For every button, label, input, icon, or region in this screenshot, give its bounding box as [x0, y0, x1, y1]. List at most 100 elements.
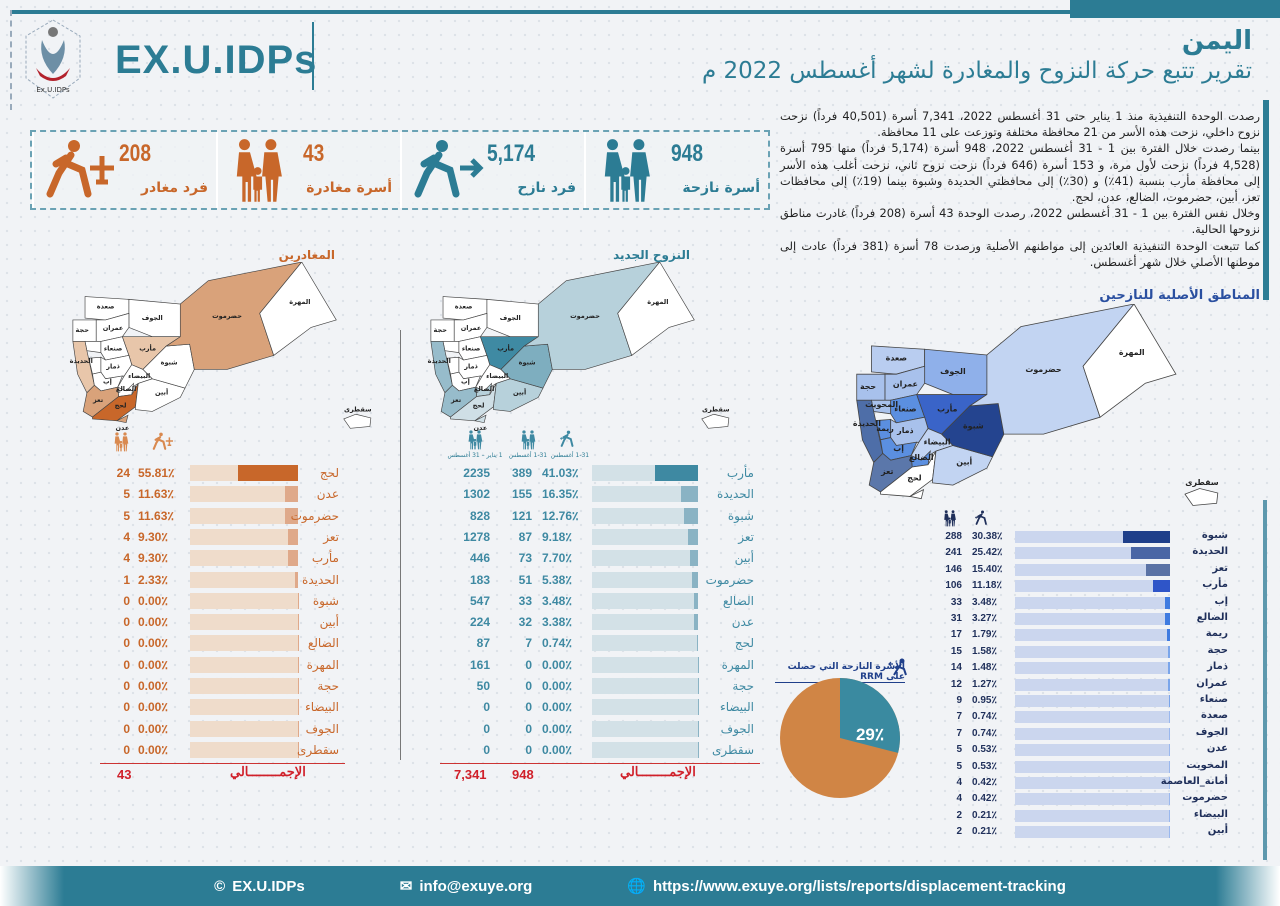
map-label: عدن [115, 424, 129, 432]
count: 288 [945, 531, 962, 542]
table-row: 4 9.30٪ تعز [100, 528, 345, 546]
governorate-name: عدن [1206, 743, 1228, 755]
bar-track [592, 550, 698, 567]
website-link[interactable]: https://www.exuye.org/lists/reports/disp… [652, 877, 1066, 895]
page-subtitle: تقرير تتبع حركة النزوح والمغادرة لشهر أغ… [701, 58, 1252, 84]
person-leaving-icon [975, 510, 988, 525]
bar-fill [237, 465, 298, 481]
table-row: 288 30.38٪ شبوة [940, 530, 1232, 545]
governorate-name: تعز [323, 529, 339, 544]
governorate-name: إب [1214, 595, 1228, 607]
region-mahrah [259, 262, 337, 356]
map-label: البيضاء [128, 372, 150, 380]
map-label: شبوة [161, 359, 178, 367]
table-row: 4 0.42٪ أمانة_العاصمة [940, 776, 1232, 791]
percentage: 3.27٪ [972, 613, 997, 624]
bar-track [592, 720, 698, 737]
count: 2 [956, 809, 962, 821]
bar-track [1015, 596, 1170, 609]
table-row: 9 0.95٪ صنعاء [940, 694, 1232, 709]
governorate-name: لحج [734, 636, 754, 651]
table-row: 15 1.58٪ حجة [940, 645, 1232, 660]
count: 33 [950, 596, 962, 608]
governorate-name: مأرب [311, 551, 339, 566]
copyright-text: EX.U.IDPs [232, 877, 305, 895]
count: 0 [123, 636, 130, 651]
departures-total: 43 [117, 767, 132, 782]
governorate-name: الضالع [1196, 612, 1228, 623]
bar-fill [1169, 826, 1170, 839]
percentage: 0.00٪ [542, 679, 572, 693]
stat-card: 208 فرد مغادر [32, 132, 216, 208]
new-displacement-map: صعدة الجوف حجة عمران مأرب صنعاء الحديدة ذمار شبو… [428, 262, 730, 432]
footer-email[interactable]: ✉ info@exuye.org [400, 877, 533, 896]
count: 87 [518, 529, 532, 544]
count: 4 [123, 551, 130, 566]
governorate-name: ذمار [1207, 661, 1228, 673]
total-label: الإجمــــــــالي [620, 764, 696, 779]
count: 5 [956, 744, 962, 756]
map-label: الجوف [940, 367, 966, 376]
bar-fill [1152, 580, 1170, 593]
bar-track [1015, 777, 1170, 789]
bar-track [1015, 580, 1170, 593]
map-label: سقطرى [344, 405, 371, 413]
footer-website[interactable]: 🌐 https://www.exuye.org/lists/reports/dis… [627, 877, 1066, 896]
bar-fill [287, 550, 298, 567]
table-row: 1 2.33٪ الحديدة [100, 571, 345, 589]
percentage: 0.53٪ [972, 760, 997, 772]
map-label: تعز [92, 396, 103, 404]
map-label: ريمة [876, 424, 894, 433]
percentage: 3.48٪ [542, 593, 572, 608]
stat-value: 208 [119, 140, 152, 167]
count: 0 [123, 615, 130, 630]
map-label: حضرموت [212, 312, 242, 320]
map-label: صنعاء [104, 345, 122, 353]
count: 1 [123, 572, 130, 587]
governorate-name: صعدة [1201, 710, 1228, 722]
legend-item: 1-31 أغسطس [550, 430, 590, 459]
table-row: 50 0 0.00٪ حجة [450, 677, 760, 695]
table-row: 4 0.42٪ حضرموت [940, 792, 1232, 807]
origins-title: المناطق الأصلية للنازحين [1099, 288, 1260, 303]
percentage: 0.00٪ [138, 700, 168, 715]
bar-track [190, 741, 298, 758]
count: 33 [518, 593, 532, 608]
map-label: أبين [155, 388, 168, 397]
table-row: 2235 389 41.03٪ مأرب [450, 464, 760, 482]
governorate-name: الجوف [305, 721, 339, 736]
governorate-name: شبوة [1201, 530, 1228, 541]
stat-label: أسرة نازحة [682, 180, 760, 196]
map-label: ذمار [463, 362, 478, 370]
rrm-pie-chart: 29٪ [780, 678, 900, 798]
map-label: صنعاء [462, 345, 480, 353]
percentage: 5.38٪ [542, 572, 572, 587]
table-row: 87 7 0.74٪ لحج [450, 634, 760, 652]
table-row: 183 51 5.38٪ حضرموت [450, 571, 760, 589]
map-label: المهرة [289, 298, 310, 306]
governorate-name: حضرموت [1182, 792, 1228, 804]
person-leaving-icon [559, 430, 574, 447]
bar-fill [1164, 613, 1170, 625]
percentage: 0.00٪ [138, 593, 168, 608]
bar-track [1015, 678, 1170, 691]
map-label: عمران [103, 324, 124, 332]
percentage: 7.70٪ [542, 551, 572, 566]
email-link[interactable]: info@exuye.org [419, 877, 533, 895]
table-row: 0 0.00٪ شبوة [100, 592, 345, 610]
count: 73 [518, 551, 532, 566]
table-row: 828 121 12.76٪ شبوة [450, 507, 760, 525]
map-label: البيضاء [924, 437, 951, 446]
count: 146 [945, 563, 962, 575]
percentage: 0.42٪ [972, 777, 997, 788]
total-since-january: 50 [476, 679, 490, 693]
bar-fill [697, 635, 698, 652]
map-label: أبين [956, 457, 972, 467]
governorate-name: المحويت [1186, 759, 1228, 771]
governorate-name: الضالع [307, 636, 339, 651]
table-row: 7 0.74٪ صعدة [940, 710, 1232, 725]
count: 389 [511, 466, 532, 480]
brand-divider [312, 22, 314, 90]
percentage: 1.27٪ [972, 678, 997, 690]
region-hadramawt [968, 304, 1135, 435]
